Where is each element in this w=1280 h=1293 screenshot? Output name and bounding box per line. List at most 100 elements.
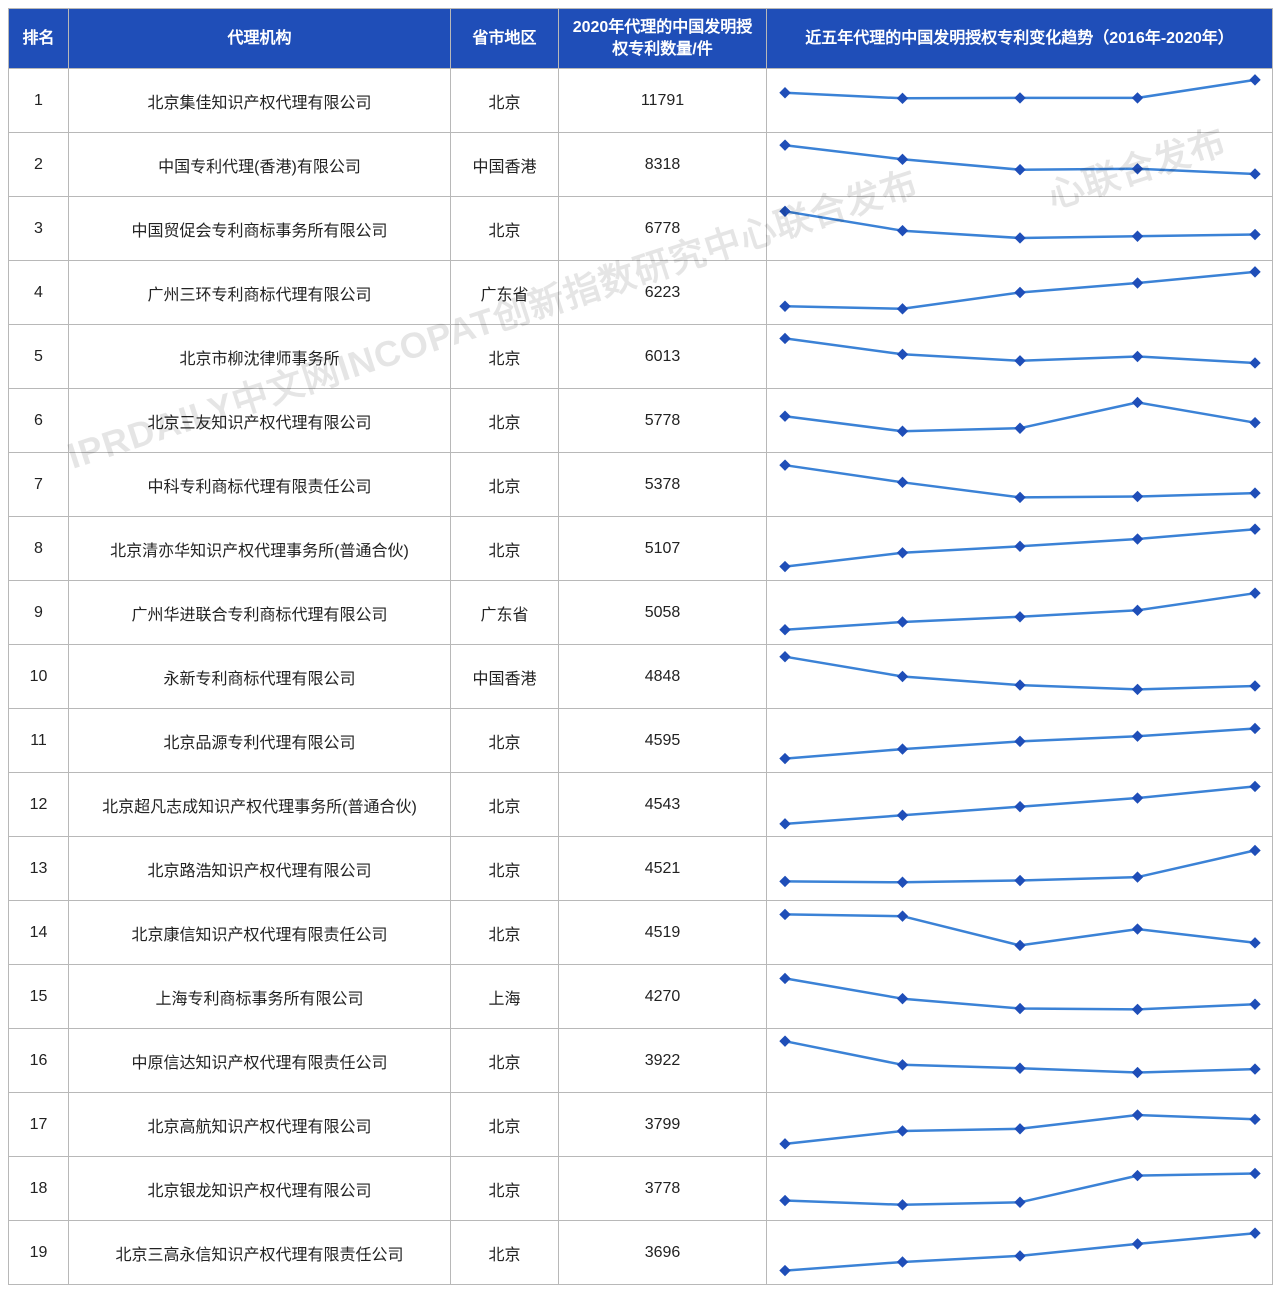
cell-trend-chart — [767, 709, 1273, 773]
cell-count: 6013 — [559, 325, 767, 389]
table-row: 16中原信达知识产权代理有限责任公司北京3922 — [9, 1029, 1273, 1093]
table-row: 9广州华进联合专利商标代理有限公司广东省5058 — [9, 581, 1273, 645]
table-row: 12北京超凡志成知识产权代理事务所(普通合伙)北京4543 — [9, 773, 1273, 837]
cell-trend-chart — [767, 133, 1273, 197]
cell-agency: 广州华进联合专利商标代理有限公司 — [69, 581, 451, 645]
col-rank: 排名 — [9, 9, 69, 69]
cell-count: 5107 — [559, 517, 767, 581]
trend-sparkline — [767, 837, 1273, 900]
trend-sparkline — [767, 773, 1273, 836]
cell-rank: 9 — [9, 581, 69, 645]
cell-count: 3922 — [559, 1029, 767, 1093]
patent-agency-ranking-table: 排名 代理机构 省市地区 2020年代理的中国发明授权专利数量/件 近五年代理的… — [8, 8, 1273, 1285]
cell-trend-chart — [767, 837, 1273, 901]
trend-sparkline — [767, 197, 1273, 260]
cell-agency: 中国专利代理(香港)有限公司 — [69, 133, 451, 197]
col-trend: 近五年代理的中国发明授权专利变化趋势（2016年-2020年） — [767, 9, 1273, 69]
cell-agency: 中科专利商标代理有限责任公司 — [69, 453, 451, 517]
cell-region: 北京 — [451, 453, 559, 517]
cell-region: 北京 — [451, 197, 559, 261]
cell-region: 北京 — [451, 709, 559, 773]
cell-trend-chart — [767, 325, 1273, 389]
table-row: 3中国贸促会专利商标事务所有限公司北京6778 — [9, 197, 1273, 261]
cell-region: 北京 — [451, 773, 559, 837]
trend-sparkline — [767, 581, 1273, 644]
cell-agency: 北京清亦华知识产权代理事务所(普通合伙) — [69, 517, 451, 581]
cell-agency: 北京三友知识产权代理有限公司 — [69, 389, 451, 453]
table-row: 15上海专利商标事务所有限公司上海4270 — [9, 965, 1273, 1029]
cell-count: 3799 — [559, 1093, 767, 1157]
cell-trend-chart — [767, 581, 1273, 645]
cell-region: 北京 — [451, 837, 559, 901]
cell-count: 11791 — [559, 69, 767, 133]
cell-agency: 广州三环专利商标代理有限公司 — [69, 261, 451, 325]
cell-count: 5778 — [559, 389, 767, 453]
table-row: 7中科专利商标代理有限责任公司北京5378 — [9, 453, 1273, 517]
cell-rank: 13 — [9, 837, 69, 901]
cell-rank: 14 — [9, 901, 69, 965]
col-agency: 代理机构 — [69, 9, 451, 69]
cell-trend-chart — [767, 453, 1273, 517]
table-row: 5北京市柳沈律师事务所北京6013 — [9, 325, 1273, 389]
table-row: 18北京银龙知识产权代理有限公司北京3778 — [9, 1157, 1273, 1221]
cell-count: 4595 — [559, 709, 767, 773]
table-row: 1北京集佳知识产权代理有限公司北京11791 — [9, 69, 1273, 133]
cell-region: 北京 — [451, 325, 559, 389]
cell-count: 4519 — [559, 901, 767, 965]
table-row: 11北京品源专利代理有限公司北京4595 — [9, 709, 1273, 773]
cell-agency: 中原信达知识产权代理有限责任公司 — [69, 1029, 451, 1093]
cell-agency: 上海专利商标事务所有限公司 — [69, 965, 451, 1029]
cell-count: 4521 — [559, 837, 767, 901]
table-row: 6北京三友知识产权代理有限公司北京5778 — [9, 389, 1273, 453]
cell-agency: 北京路浩知识产权代理有限公司 — [69, 837, 451, 901]
cell-region: 北京 — [451, 901, 559, 965]
trend-sparkline — [767, 517, 1273, 580]
trend-sparkline — [767, 133, 1273, 196]
cell-count: 4270 — [559, 965, 767, 1029]
cell-rank: 11 — [9, 709, 69, 773]
cell-agency: 中国贸促会专利商标事务所有限公司 — [69, 197, 451, 261]
cell-trend-chart — [767, 261, 1273, 325]
trend-sparkline — [767, 901, 1273, 964]
cell-count: 6778 — [559, 197, 767, 261]
trend-sparkline — [767, 325, 1273, 388]
cell-region: 北京 — [451, 69, 559, 133]
cell-rank: 2 — [9, 133, 69, 197]
cell-rank: 5 — [9, 325, 69, 389]
cell-region: 广东省 — [451, 581, 559, 645]
trend-sparkline — [767, 389, 1273, 452]
cell-rank: 8 — [9, 517, 69, 581]
cell-region: 北京 — [451, 1029, 559, 1093]
header-row: 排名 代理机构 省市地区 2020年代理的中国发明授权专利数量/件 近五年代理的… — [9, 9, 1273, 69]
cell-rank: 10 — [9, 645, 69, 709]
cell-rank: 6 — [9, 389, 69, 453]
trend-sparkline — [767, 709, 1273, 772]
cell-rank: 17 — [9, 1093, 69, 1157]
table-row: 13北京路浩知识产权代理有限公司北京4521 — [9, 837, 1273, 901]
cell-trend-chart — [767, 645, 1273, 709]
trend-sparkline — [767, 453, 1273, 516]
cell-rank: 7 — [9, 453, 69, 517]
cell-trend-chart — [767, 901, 1273, 965]
trend-sparkline — [767, 1093, 1273, 1156]
cell-trend-chart — [767, 389, 1273, 453]
cell-region: 中国香港 — [451, 133, 559, 197]
cell-trend-chart — [767, 1029, 1273, 1093]
cell-count: 6223 — [559, 261, 767, 325]
cell-region: 中国香港 — [451, 645, 559, 709]
cell-agency: 北京品源专利代理有限公司 — [69, 709, 451, 773]
trend-sparkline — [767, 261, 1273, 324]
trend-sparkline — [767, 965, 1273, 1028]
cell-count: 4543 — [559, 773, 767, 837]
cell-agency: 北京市柳沈律师事务所 — [69, 325, 451, 389]
col-region: 省市地区 — [451, 9, 559, 69]
cell-count: 4848 — [559, 645, 767, 709]
cell-trend-chart — [767, 965, 1273, 1029]
cell-agency: 北京超凡志成知识产权代理事务所(普通合伙) — [69, 773, 451, 837]
table-row: 17北京高航知识产权代理有限公司北京3799 — [9, 1093, 1273, 1157]
cell-rank: 3 — [9, 197, 69, 261]
cell-trend-chart — [767, 1093, 1273, 1157]
cell-agency: 北京康信知识产权代理有限责任公司 — [69, 901, 451, 965]
cell-region: 广东省 — [451, 261, 559, 325]
cell-agency: 北京高航知识产权代理有限公司 — [69, 1093, 451, 1157]
